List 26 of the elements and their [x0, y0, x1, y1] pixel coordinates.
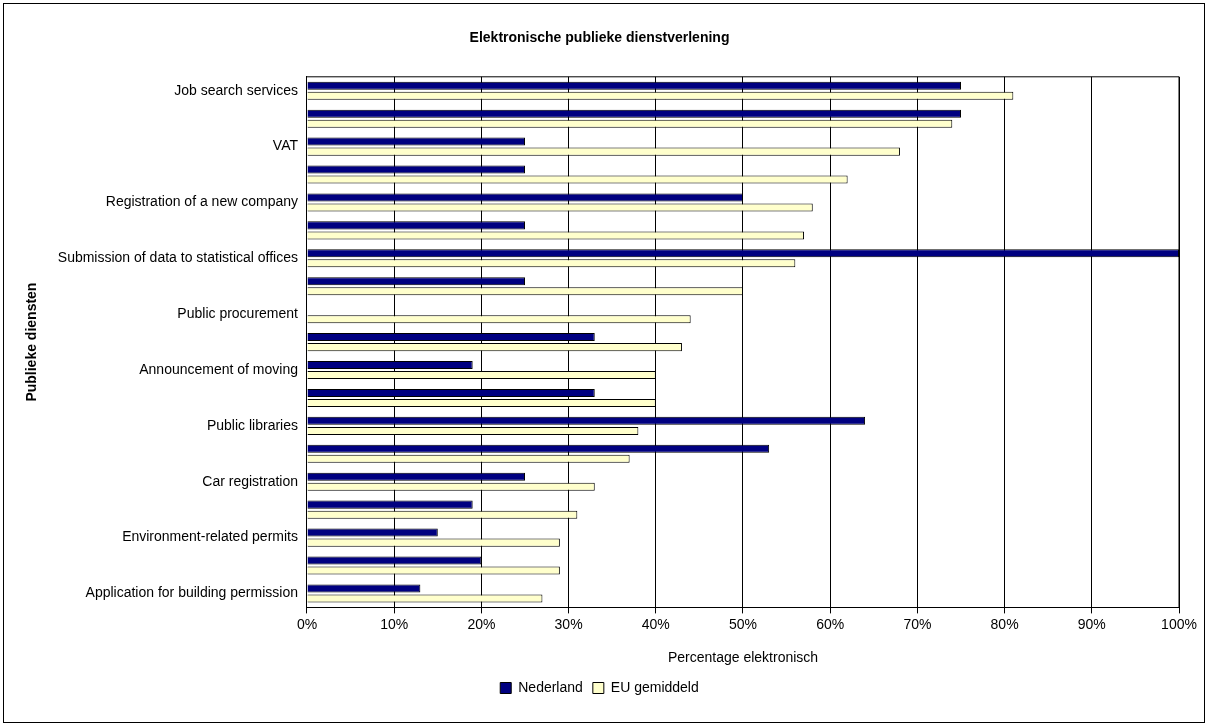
legend-label: Nederland: [518, 678, 583, 695]
x-tick-label: 40%: [641, 615, 670, 632]
x-axis-title: Percentage elektronisch: [667, 649, 819, 666]
x-tick-label: 100%: [1161, 615, 1197, 632]
chart-title: Elektronische publieke dienstverlening: [469, 29, 730, 46]
x-tick-label: 30%: [554, 615, 583, 632]
y-tick-label: Car registration: [202, 472, 298, 489]
x-tick-label: 60%: [816, 615, 845, 632]
y-tick-label: Submission of data to statistical offices: [57, 249, 298, 266]
y-tick-label: Registration of a new company: [105, 193, 298, 210]
y-tick-label: Environment-related permits: [122, 528, 298, 545]
y-tick-label: Public procurement: [177, 305, 299, 322]
y-tick-label: Application for building permission: [85, 584, 298, 601]
x-tick-label: 80%: [990, 615, 1019, 632]
x-tick-label: 50%: [728, 615, 758, 632]
x-tick-label: 0%: [296, 615, 318, 632]
x-tick-label: 20%: [467, 615, 496, 632]
y-tick-label: Public libraries: [206, 416, 298, 433]
legend-label: EU gemiddeld: [610, 678, 699, 695]
y-tick-label: Job search services: [174, 81, 298, 98]
y-tick-label: VAT: [272, 137, 299, 154]
x-tick-label: 10%: [380, 615, 409, 632]
y-axis-title: Publieke diensten: [23, 282, 40, 402]
x-tick-label: 90%: [1077, 615, 1106, 632]
x-tick-label: 70%: [903, 615, 932, 632]
y-tick-label: Announcement of moving: [139, 360, 298, 377]
